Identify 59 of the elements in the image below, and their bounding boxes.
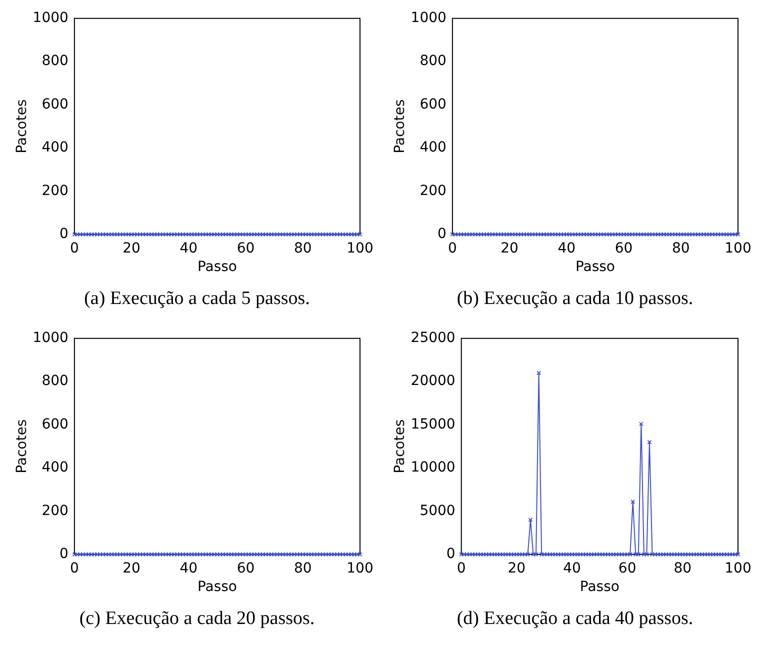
x-tick-label: 100	[346, 240, 374, 256]
y-tick-label: 25000	[410, 330, 456, 346]
x-tick-label: 100	[346, 560, 374, 576]
y-axis-title: Pacotes	[14, 99, 30, 154]
x-tick-label: 40	[563, 560, 581, 576]
y-tick-label: 200	[42, 502, 68, 519]
x-tick-label: 0	[70, 240, 79, 256]
x-tick-label: 100	[724, 560, 752, 576]
y-axis-title: Pacotes	[392, 419, 408, 474]
y-tick-label: 600	[42, 96, 68, 112]
x-axis-title: Passo	[197, 579, 237, 596]
y-tick-label: 0	[60, 546, 68, 562]
y-tick-label: 0	[60, 226, 68, 242]
x-tick-label: 0	[456, 560, 466, 576]
x-tick-label: 40	[180, 560, 198, 576]
y-tick-label: 600	[42, 416, 68, 432]
y-tick-label: 400	[42, 140, 68, 156]
y-tick-label: 20000	[410, 373, 456, 390]
y-tick-label: 800	[42, 373, 68, 390]
y-tick-label: 1000	[32, 10, 68, 26]
y-tick-label: 10000	[410, 460, 456, 476]
x-axis-title: Passo	[197, 259, 237, 276]
text: (c) Execução a cada 20 passos.	[78, 608, 316, 631]
y-tick-label: 5000	[420, 502, 456, 519]
y-tick-label: 600	[420, 96, 446, 112]
text: (a) Execução a cada 5 passos.	[83, 288, 311, 311]
x-tick-label: 20	[500, 240, 518, 256]
x-tick-label: 60	[236, 560, 255, 576]
x-tick-label: 0	[70, 560, 79, 576]
y-tick-label: 1000	[410, 10, 446, 26]
text: (b) Execução a cada 10 passos.	[456, 288, 694, 311]
x-tick-label: 60	[618, 560, 636, 576]
x-tick-label: 20	[122, 560, 140, 576]
y-tick-label: 800	[420, 53, 446, 70]
x-tick-label: 100	[724, 240, 752, 256]
y-tick-label: 200	[42, 182, 68, 199]
x-tick-label: 20	[508, 560, 526, 576]
x-tick-label: 40	[558, 240, 576, 256]
y-tick-label: 0	[446, 546, 456, 562]
y-tick-label: 200	[420, 182, 446, 199]
x-tick-label: 40	[180, 240, 198, 256]
y-axis-title: Pacotes	[392, 99, 408, 154]
x-axis-title: Passo	[575, 259, 615, 276]
x-tick-label: 80	[294, 240, 312, 256]
x-axis-title: Passo	[580, 579, 620, 596]
y-tick-label: 1000	[32, 330, 68, 346]
x-tick-label: 20	[122, 240, 140, 256]
y-tick-label: 400	[420, 140, 446, 156]
x-tick-label: 80	[294, 560, 312, 576]
x-tick-label: 60	[236, 240, 255, 256]
text: (d) Execução a cada 40 passos.	[456, 608, 694, 631]
y-tick-label: 400	[42, 460, 68, 476]
y-tick-label: 0	[438, 226, 446, 242]
y-tick-label: 800	[42, 53, 68, 70]
x-tick-label: 80	[674, 560, 692, 576]
x-tick-label: 60	[614, 240, 633, 256]
y-axis-title: Pacotes	[14, 419, 30, 474]
y-tick-label: 15000	[410, 416, 456, 432]
x-tick-label: 80	[672, 240, 690, 256]
